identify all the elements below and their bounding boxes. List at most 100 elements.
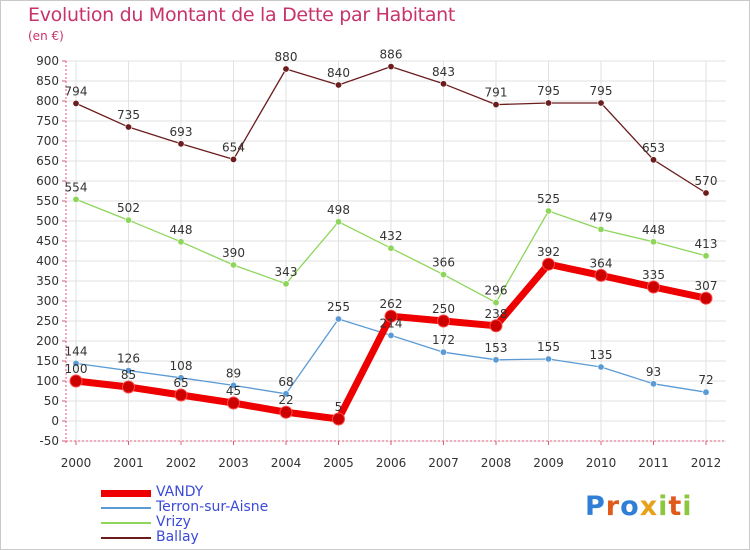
legend-label: Ballay — [156, 529, 199, 545]
legend-swatch — [101, 522, 151, 524]
chart-title: Evolution du Montant de la Dette par Hab… — [28, 4, 456, 26]
data-point-terron-sur-aisne — [334, 315, 342, 323]
logo-letter: t — [668, 491, 683, 522]
data-label-vandy: 238 — [485, 307, 508, 321]
data-point-terron-sur-aisne — [439, 348, 447, 356]
legend-label: VANDY — [156, 484, 204, 500]
data-point-vrizy — [282, 280, 290, 288]
logo-letter: x — [639, 491, 659, 522]
data-point-terron-sur-aisne — [125, 367, 133, 375]
data-label-terron-sur-aisne: 93 — [646, 365, 661, 379]
data-label-terron-sur-aisne: 89 — [226, 366, 241, 380]
data-point-terron-sur-aisne — [387, 331, 395, 339]
y-tick-label: 700 — [36, 134, 59, 148]
legend-swatch — [101, 507, 151, 509]
x-tick-label: 2004 — [271, 456, 302, 470]
data-point-vandy — [489, 319, 503, 333]
data-label-vrizy: 390 — [222, 246, 245, 260]
x-tick-label: 2003 — [218, 456, 249, 470]
data-label-vandy: 364 — [590, 256, 613, 270]
y-tick-label: 50 — [44, 394, 59, 408]
data-point-vandy — [227, 396, 240, 410]
data-label-vandy: 392 — [537, 245, 560, 259]
data-label-ballay: 880 — [275, 50, 298, 64]
data-point-ballay — [282, 65, 290, 73]
data-label-terron-sur-aisne: 144 — [65, 344, 88, 358]
data-point-terron-sur-aisne — [230, 381, 238, 389]
data-label-ballay: 653 — [642, 141, 665, 155]
data-point-terron-sur-aisne — [544, 355, 552, 363]
data-point-vandy — [437, 314, 450, 328]
data-point-vrizy — [72, 195, 80, 203]
data-point-vrizy — [597, 225, 605, 233]
data-point-terron-sur-aisne — [702, 388, 710, 396]
data-point-vandy — [122, 380, 135, 394]
data-label-ballay: 735 — [117, 108, 140, 122]
data-point-ballay — [544, 99, 552, 107]
data-point-terron-sur-aisne — [282, 390, 290, 398]
data-point-vandy — [542, 257, 555, 271]
data-point-vandy — [594, 268, 608, 282]
data-label-ballay: 843 — [432, 65, 455, 79]
data-label-terron-sur-aisne: 126 — [117, 352, 140, 366]
y-tick-label: 200 — [36, 334, 59, 348]
x-tick-label: 2010 — [586, 456, 617, 470]
data-label-terron-sur-aisne: 172 — [432, 333, 455, 347]
x-tick-label: 2001 — [113, 456, 144, 470]
data-point-vrizy — [702, 252, 710, 260]
y-tick-label: 900 — [36, 54, 59, 68]
y-tick-label: 350 — [36, 274, 59, 288]
data-point-vandy — [332, 412, 345, 426]
data-point-vandy — [69, 374, 83, 388]
data-point-terron-sur-aisne — [597, 363, 605, 371]
data-point-ballay — [439, 80, 447, 88]
y-tick-label: 600 — [36, 174, 59, 188]
data-point-ballay — [230, 155, 238, 163]
data-label-vandy: 335 — [642, 268, 665, 282]
data-point-vandy — [699, 291, 713, 305]
data-point-vrizy — [649, 238, 657, 246]
y-tick-label: 250 — [36, 314, 59, 328]
data-label-vrizy: 448 — [642, 223, 665, 237]
chart-unit: (en €) — [28, 29, 64, 43]
data-point-ballay — [387, 63, 395, 71]
data-label-vandy: 85 — [121, 368, 136, 382]
legend-label: Vrizy — [156, 514, 191, 530]
data-label-vandy: 250 — [432, 302, 455, 316]
logo-letter: i — [658, 491, 669, 522]
data-label-vrizy: 479 — [590, 210, 613, 224]
data-point-vrizy — [230, 261, 238, 269]
data-point-vrizy — [439, 271, 447, 279]
data-point-vrizy — [334, 218, 342, 226]
data-point-terron-sur-aisne — [177, 374, 185, 382]
data-point-ballay — [597, 99, 605, 107]
data-point-ballay — [334, 81, 342, 89]
logo-letter: P — [585, 491, 606, 522]
data-point-vrizy — [492, 299, 500, 307]
data-label-vrizy: 366 — [432, 256, 455, 270]
y-tick-label: 550 — [36, 194, 59, 208]
y-tick-label: 800 — [36, 94, 59, 108]
data-point-ballay — [72, 99, 80, 107]
y-tick-label: 850 — [36, 74, 59, 88]
y-tick-label: 750 — [36, 114, 59, 128]
data-label-terron-sur-aisne: 155 — [537, 340, 560, 354]
data-label-terron-sur-aisne: 214 — [380, 316, 403, 330]
x-tick-label: 2011 — [638, 456, 669, 470]
legend-label: Terron-sur-Aisne — [156, 499, 269, 515]
data-label-ballay: 654 — [222, 140, 245, 154]
y-tick-label: 500 — [36, 214, 59, 228]
x-tick-label: 2006 — [376, 456, 407, 470]
data-point-terron-sur-aisne — [492, 356, 500, 364]
x-tick-label: 2007 — [428, 456, 459, 470]
data-label-terron-sur-aisne: 68 — [278, 375, 293, 389]
y-tick-label: -50 — [39, 434, 59, 448]
data-label-ballay: 840 — [327, 66, 350, 80]
data-label-vandy: 307 — [695, 279, 718, 293]
data-label-vandy: 5 — [335, 400, 343, 414]
data-label-ballay: 794 — [65, 84, 88, 98]
data-point-vandy — [279, 405, 293, 419]
data-point-vrizy — [177, 238, 185, 246]
data-label-vrizy: 296 — [485, 284, 508, 298]
